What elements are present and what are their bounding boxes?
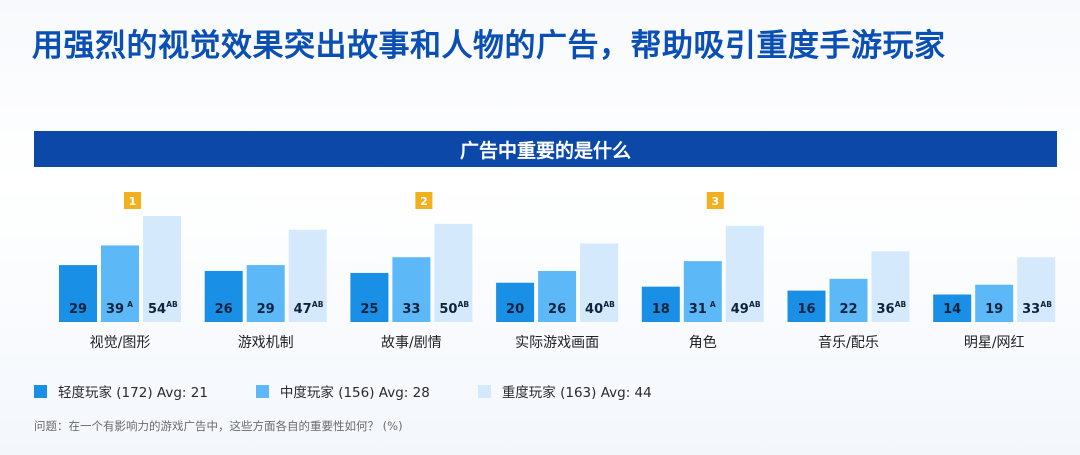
category-label-4: 角色 [689,334,717,351]
data-label-medium-5: 22 [839,302,857,317]
legend-label-heavy: 重度玩家 (163) Avg: 44 [501,385,652,401]
bar-medium-1 [246,265,285,322]
bar-heavy-6 [1017,257,1056,322]
category-label-5: 音乐/配乐 [818,334,879,351]
sig-mark-heavy-3: AB [603,300,615,309]
bar-heavy-5 [871,251,910,322]
legend-item-light: 轻度玩家 (172) Avg: 21 [34,381,208,401]
bar-light-3 [496,282,535,322]
legend-swatch-light [34,384,47,398]
data-label-heavy-3: 40 [585,302,603,317]
bar-light-5 [787,290,826,322]
bar-heavy-0 [143,216,181,322]
category-label-2: 故事/剧情 [381,335,442,351]
bar-heavy-3 [580,243,619,322]
sig-mark-heavy-6: AB [1040,300,1052,309]
data-label-medium-2: 33 [402,302,420,317]
bar-medium-2 [392,257,431,322]
rank-badge-label-0: 1 [129,195,137,208]
headline: 用强烈的视觉效果突出故事和人物的广告，帮助吸引重度手游玩家 [32,28,946,64]
bar-heavy-1 [288,229,327,322]
chart-title: 广告中重要的是什么 [459,139,631,162]
data-label-heavy-4: 49 [731,302,749,317]
legend-swatch-heavy [477,384,491,398]
data-label-heavy-6: 33 [1022,302,1040,317]
rank-badge-2 [706,192,724,209]
data-label-heavy-5: 36 [876,302,894,317]
bar-medium-4 [683,261,722,322]
bar-light-1 [204,270,243,322]
data-label-medium-0: 39 [106,302,124,317]
category-label-0: 视觉/图形 [90,335,151,351]
sig-mark-heavy-4: AB [749,300,761,309]
bar-medium-3 [538,270,577,322]
sig-mark-heavy-2: AB [458,300,470,309]
sig-mark-heavy-1: AB [312,300,324,309]
data-label-light-6: 14 [943,302,961,317]
data-label-light-2: 25 [360,302,378,317]
bar-light-4 [641,286,680,322]
bar-light-0 [59,265,97,322]
data-label-heavy-0: 54 [148,302,166,317]
data-label-light-5: 16 [797,302,815,317]
data-label-heavy-1: 47 [294,302,312,317]
rank-badge-label-1: 2 [420,195,428,208]
legend-label-medium: 中度玩家 (156) Avg: 28 [279,385,430,401]
sig-mark-heavy-5: AB [895,300,907,309]
category-label-3: 实际游戏画面 [515,335,599,351]
bar-heavy-4 [725,225,764,322]
data-label-medium-4: 31 [689,302,707,317]
legend-swatch-medium [255,384,269,398]
data-label-medium-6: 19 [985,302,1003,317]
bar-medium-0 [101,245,139,322]
data-label-light-4: 18 [652,302,670,317]
category-label-6: 明星/网红 [964,335,1025,351]
data-label-light-3: 20 [506,302,524,317]
rank-badge-1 [415,192,433,209]
sig-mark-medium-0: A [127,300,133,309]
bar-medium-6 [975,284,1014,322]
rank-badge-0 [124,192,141,209]
data-label-medium-1: 29 [257,302,275,317]
data-label-heavy-2: 50 [439,302,457,317]
legend-label-light: 轻度玩家 (172) Avg: 21 [58,385,208,401]
data-label-light-0: 29 [69,302,87,317]
data-label-medium-3: 26 [548,302,566,317]
sig-mark-heavy-0: AB [166,300,178,309]
bar-light-2 [350,272,389,322]
legend-item-medium: 中度玩家 (156) Avg: 28 [255,381,430,401]
rank-badge-label-2: 3 [711,195,719,208]
bar-medium-5 [829,278,868,322]
legend: 轻度玩家 (172) Avg: 21 中度玩家 (156) Avg: 28 重度… [34,381,700,401]
bar-heavy-2 [434,223,473,322]
sig-mark-medium-4: A [710,300,716,309]
question-footnote: 问题：在一个有影响力的游戏广告中，这些方面各自的重要性如何？ (%) [34,419,403,433]
bar-light-6 [933,294,972,322]
chart-title-banner: 广告中重要的是什么 [34,131,1057,167]
category-label-1: 游戏机制 [238,335,294,351]
data-label-light-1: 26 [215,302,233,317]
legend-item-heavy: 重度玩家 (163) Avg: 44 [477,381,652,401]
